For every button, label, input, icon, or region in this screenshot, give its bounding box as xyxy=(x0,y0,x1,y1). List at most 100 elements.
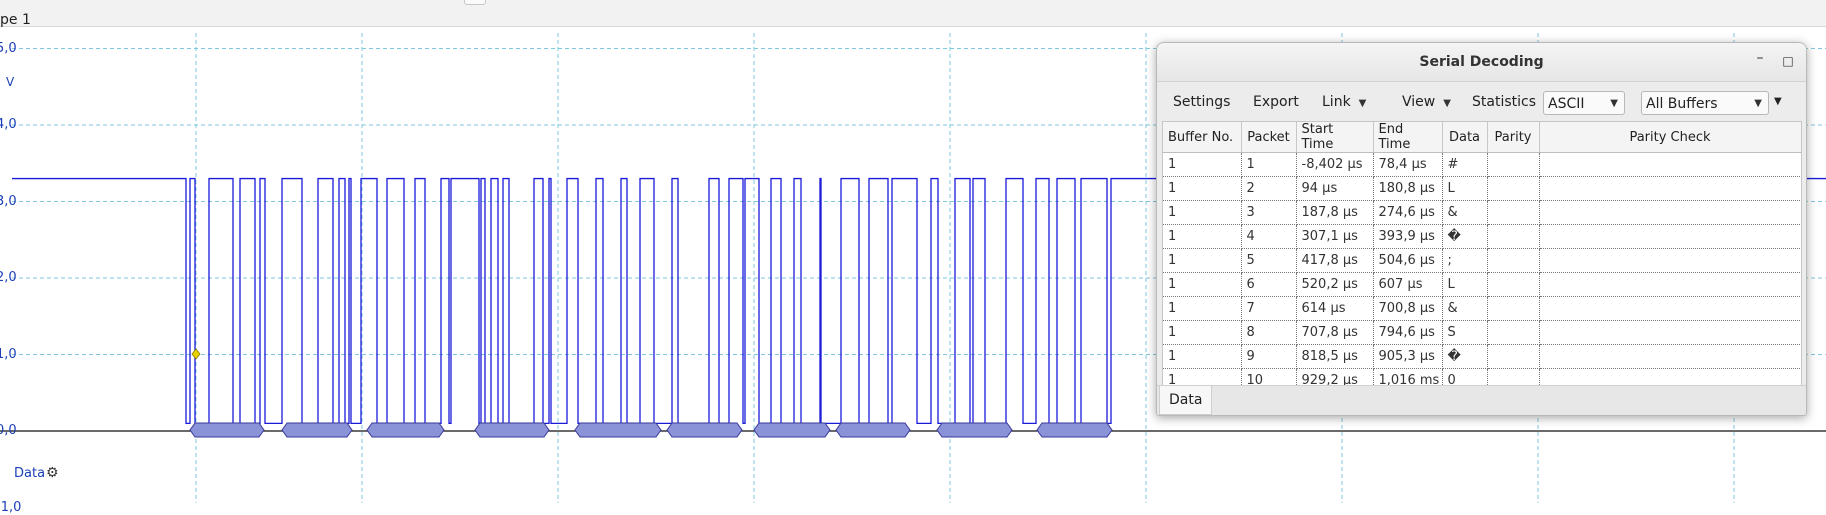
decoded-packet-shape xyxy=(189,422,265,438)
table-cell: 1 xyxy=(1163,344,1242,369)
link-label: Link xyxy=(1322,94,1351,110)
column-header[interactable]: Parity xyxy=(1487,122,1540,153)
format-select-value: ASCII xyxy=(1548,96,1585,112)
table-cell xyxy=(1487,272,1540,297)
buffer-select[interactable]: All Buffers ▼ xyxy=(1641,91,1769,115)
table-cell xyxy=(1487,224,1540,249)
table-cell: 1 xyxy=(1163,248,1242,273)
table-cell xyxy=(1487,344,1540,369)
table-cell: ; xyxy=(1442,248,1488,273)
serial-decoding-window: Serial Decoding – □ Settings Export Link… xyxy=(1156,42,1807,416)
minimize-button[interactable]: – xyxy=(1756,50,1764,66)
maximize-button[interactable]: □ xyxy=(1782,54,1794,68)
table-row[interactable]: 1 7 614 µs 700,8 µs & xyxy=(1163,296,1801,321)
decoded-packet-label[interactable]: Data - 53 xyxy=(845,452,901,466)
table-row[interactable]: 1 1 -8,402 µs 78,4 µs # xyxy=(1163,152,1801,177)
table-row[interactable]: 1 3 187,8 µs 274,6 µs & xyxy=(1163,200,1801,225)
table-row[interactable]: 1 8 707,8 µs 794,6 µs S xyxy=(1163,320,1801,345)
table-cell: 94 µs xyxy=(1296,176,1374,201)
table-cell: 0 xyxy=(1442,368,1488,386)
table-cell: 78,4 µs xyxy=(1373,152,1443,177)
table-cell xyxy=(1539,344,1801,369)
decoded-packet-shape xyxy=(281,422,353,438)
table-cell: 905,3 µs xyxy=(1373,344,1443,369)
table-cell: 7 xyxy=(1241,296,1297,321)
table-row[interactable]: 1 4 307,1 µs 393,9 µs � xyxy=(1163,224,1801,249)
export-menu[interactable]: Export xyxy=(1253,94,1299,110)
y-tick-label: 3,0 xyxy=(0,193,17,209)
table-cell: & xyxy=(1442,296,1488,321)
table-row[interactable]: 1 5 417,8 µs 504,6 µs; xyxy=(1163,248,1801,273)
scope-tab-title[interactable]: pe 1 xyxy=(0,12,31,28)
splitter-handle[interactable] xyxy=(464,0,486,5)
y-tick-label: 4,0 xyxy=(0,117,17,132)
channel-label[interactable]: Data ⚙ xyxy=(14,465,59,481)
column-header[interactable]: End Time xyxy=(1373,122,1443,153)
decoded-packet-label[interactable]: Data - 23 xyxy=(199,452,255,466)
decoded-packet-label[interactable]: Data - 26 xyxy=(377,452,434,466)
decoding-table[interactable]: Buffer No. Packet Start Time End Time Data Pa… xyxy=(1162,121,1802,387)
gear-icon[interactable]: ⚙ xyxy=(46,465,59,481)
statistics-button[interactable]: Statistics xyxy=(1472,94,1536,110)
table-cell: � xyxy=(1442,224,1488,249)
table-row[interactable]: 1 9 818,5 µs 905,3 µs � xyxy=(1163,344,1801,369)
column-header[interactable]: Start Time xyxy=(1296,122,1374,153)
channel-name: Data xyxy=(14,465,46,481)
table-cell: 6 xyxy=(1241,272,1297,297)
trigger-marker xyxy=(191,348,201,360)
decoded-packet-label[interactable]: DA xyxy=(965,452,984,466)
link-menu[interactable]: Link ▼ xyxy=(1322,83,1366,121)
column-header[interactable]: Parity Check xyxy=(1539,122,1801,153)
table-row[interactable]: 1 6 520,2 µs 607 µs L xyxy=(1163,272,1801,297)
column-header[interactable]: Data xyxy=(1442,122,1488,153)
table-row[interactable]: 1 10 929,2 µs 1,016 ms 0 xyxy=(1163,368,1801,386)
table-cell xyxy=(1539,224,1801,249)
y-tick-label: -1,0 xyxy=(0,499,22,515)
settings-menu[interactable]: Settings xyxy=(1173,94,1231,110)
table-cell: 1 xyxy=(1163,200,1242,225)
chevron-down-icon: ▼ xyxy=(1754,98,1762,109)
y-tick-label: 2,0 xyxy=(0,270,17,285)
decoder-toolbar: Settings Export Link ▼ View ▼ Statistics A… xyxy=(1157,83,1806,121)
chevron-down-icon: ▼ xyxy=(1358,98,1367,109)
table-cell: 2 xyxy=(1241,176,1297,201)
table-cell: 504,6 µs xyxy=(1373,248,1443,273)
y-tick-label: 0,0 xyxy=(0,423,17,438)
decoded-packet-label[interactable]: Data - 4C xyxy=(288,452,346,466)
table-cell: 794,6 µs xyxy=(1373,320,1443,345)
decoded-packet-label[interactable]: Data - 30 xyxy=(1046,452,1103,466)
decoded-packet-shape xyxy=(666,422,743,438)
table-cell: 10 xyxy=(1241,368,1297,386)
table-cell: 1 xyxy=(1241,152,1297,177)
table-cell: 5 xyxy=(1241,248,1297,273)
table-cell xyxy=(1487,200,1540,225)
table-cell: 9 xyxy=(1241,344,1297,369)
table-cell: 1,016 ms xyxy=(1373,368,1443,386)
tab-data[interactable]: Data xyxy=(1159,386,1213,415)
window-title[interactable]: Serial Decoding xyxy=(1157,43,1806,82)
column-header[interactable]: Packet xyxy=(1241,122,1297,153)
table-cell: 818,5 µs xyxy=(1296,344,1374,369)
scope-plot-area[interactable]: 5,0 4,0 3,0 2,0 1,0 0,0 -1,0 V Data ⚙ Data - 2… xyxy=(0,27,1826,515)
format-select[interactable]: ASCII ▼ xyxy=(1543,91,1625,115)
decoded-packet-label[interactable]: Data - 8A xyxy=(483,452,541,466)
decoded-packet-label[interactable]: Data - 4C xyxy=(676,452,733,466)
y-tick-label: 1,0 xyxy=(0,346,17,362)
table-cell: 1 xyxy=(1163,320,1242,345)
table-cell xyxy=(1539,368,1801,386)
table-row[interactable]: 1 2 94 µs 180,8 µs L xyxy=(1163,176,1801,201)
table-cell xyxy=(1539,152,1801,177)
table-cell: 1 xyxy=(1163,296,1242,321)
table-body: 1 1 -8,402 µs 78,4 µs #1 2 94 µs 180,8 µs L 1 3 187… xyxy=(1163,152,1801,386)
decoded-packet-label[interactable]: Data - 26 xyxy=(764,452,820,466)
toolbar-overflow-icon[interactable]: ▼ xyxy=(1774,96,1782,107)
table-cell xyxy=(1539,296,1801,321)
table-cell: 3 xyxy=(1241,200,1297,225)
table-cell: 700,8 µs xyxy=(1373,296,1443,321)
decoded-packet-label[interactable]: Data - 3B xyxy=(589,452,647,466)
column-header[interactable]: Buffer No. xyxy=(1163,122,1242,153)
decoded-packet-shape xyxy=(936,422,1013,438)
table-cell xyxy=(1487,152,1540,177)
view-menu[interactable]: View ▼ xyxy=(1402,83,1451,121)
table-cell: L xyxy=(1442,176,1488,201)
